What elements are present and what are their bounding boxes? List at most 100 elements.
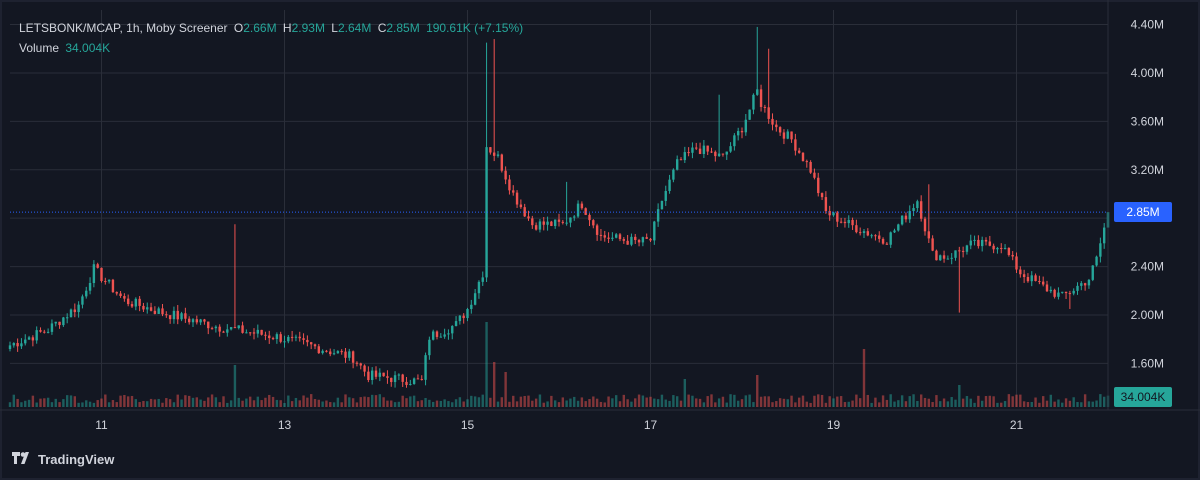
y-tick-label: 4.00M <box>1131 66 1164 80</box>
volume-bar <box>1057 399 1060 407</box>
candle-body <box>595 225 599 235</box>
volume-bar <box>695 398 698 407</box>
candle-body <box>390 377 393 383</box>
volume-bar <box>630 401 633 407</box>
candle-body <box>637 240 641 243</box>
volume-bar <box>534 398 538 407</box>
volume-bar <box>218 402 221 407</box>
candle-body <box>458 315 462 322</box>
candle-body <box>561 221 565 223</box>
volume-bar <box>279 400 282 407</box>
volume-bar <box>839 396 843 407</box>
volume-bar <box>142 400 145 407</box>
candle-body <box>550 221 553 227</box>
volume-bar <box>874 397 877 407</box>
volume-bar <box>950 397 953 407</box>
volume-bar <box>664 399 667 407</box>
candle-body <box>832 212 835 216</box>
candle-body <box>675 159 679 170</box>
candle-body <box>248 332 252 334</box>
volume-bar <box>348 397 351 407</box>
x-tick-label: 15 <box>461 418 475 432</box>
candle-body <box>134 298 138 307</box>
candle-body <box>153 310 157 314</box>
low-value: 2.64M <box>337 21 372 35</box>
volume-bar <box>1022 401 1026 407</box>
tradingview-logo[interactable]: TradingView <box>12 452 114 467</box>
symbol-label[interactable]: LETSBONK/MCAP, 1h, Moby Screener <box>19 21 228 35</box>
candle-body <box>168 315 172 320</box>
volume-bar <box>1030 402 1033 407</box>
volume-bar <box>504 372 507 407</box>
candle-body <box>645 237 648 239</box>
volume-bar <box>355 402 359 407</box>
candle-body <box>534 225 538 230</box>
high-value: 2.93M <box>291 21 325 35</box>
volume-bar <box>104 394 107 407</box>
volume-bar <box>401 395 404 407</box>
volume-bar <box>168 399 172 407</box>
candle-body <box>969 240 972 246</box>
volume-bar <box>679 400 683 407</box>
candle-body <box>214 326 218 329</box>
candle-body <box>62 317 65 326</box>
volume-bar <box>794 402 797 407</box>
volume-bar <box>344 394 347 407</box>
volume-bar <box>675 396 679 407</box>
volume-bar <box>27 399 31 407</box>
candle-body <box>714 151 717 157</box>
candle-body <box>1080 283 1083 286</box>
volume-bar <box>496 401 500 407</box>
volume-bar <box>988 395 992 407</box>
candle-body <box>965 245 969 252</box>
candle-body <box>580 203 584 209</box>
candle-body <box>477 281 481 294</box>
candle-body <box>401 374 404 382</box>
close-value: 2.85M <box>386 21 420 35</box>
candle-body <box>1061 291 1064 293</box>
volume-bar <box>790 395 793 407</box>
candle-body <box>908 211 911 220</box>
volume-bar <box>992 396 995 407</box>
volume-bar <box>965 396 969 407</box>
volume-bar <box>351 398 355 407</box>
volume-bar <box>500 397 504 407</box>
volume-bar <box>607 396 610 407</box>
volume-bar <box>595 398 599 407</box>
volume-bar <box>1076 401 1079 407</box>
volume-bar <box>759 396 763 407</box>
candle-body <box>325 350 328 352</box>
candle-body <box>897 224 900 231</box>
candle-body <box>1022 274 1026 278</box>
volume-bar <box>321 401 324 407</box>
volume-bar <box>538 394 542 407</box>
volume-label[interactable]: Volume <box>19 41 60 55</box>
candle-body <box>1011 254 1014 257</box>
candle-body <box>420 378 423 380</box>
candle-body <box>656 209 660 222</box>
candle-body <box>1072 290 1075 294</box>
candle-body <box>363 365 366 372</box>
candle-body <box>1049 289 1053 292</box>
candle-body <box>790 131 793 140</box>
volume-bar <box>748 394 751 407</box>
candle-body <box>565 222 568 224</box>
volume-bar <box>847 401 850 407</box>
candle-body <box>996 247 999 250</box>
volume-bar <box>16 398 19 407</box>
candle-body <box>424 355 427 380</box>
candle-body <box>786 131 789 139</box>
candle-body <box>1015 256 1018 270</box>
volume-bar <box>130 395 134 407</box>
candle-body <box>470 304 473 310</box>
volume-bar <box>771 402 774 407</box>
candle-body <box>298 336 301 339</box>
candle-body <box>721 153 725 155</box>
candle-body <box>778 127 782 133</box>
close-key: C <box>377 21 387 35</box>
volume-bar <box>797 397 801 407</box>
volume-bar <box>519 396 523 407</box>
candle-body <box>874 235 877 237</box>
volume-bar <box>290 401 294 407</box>
